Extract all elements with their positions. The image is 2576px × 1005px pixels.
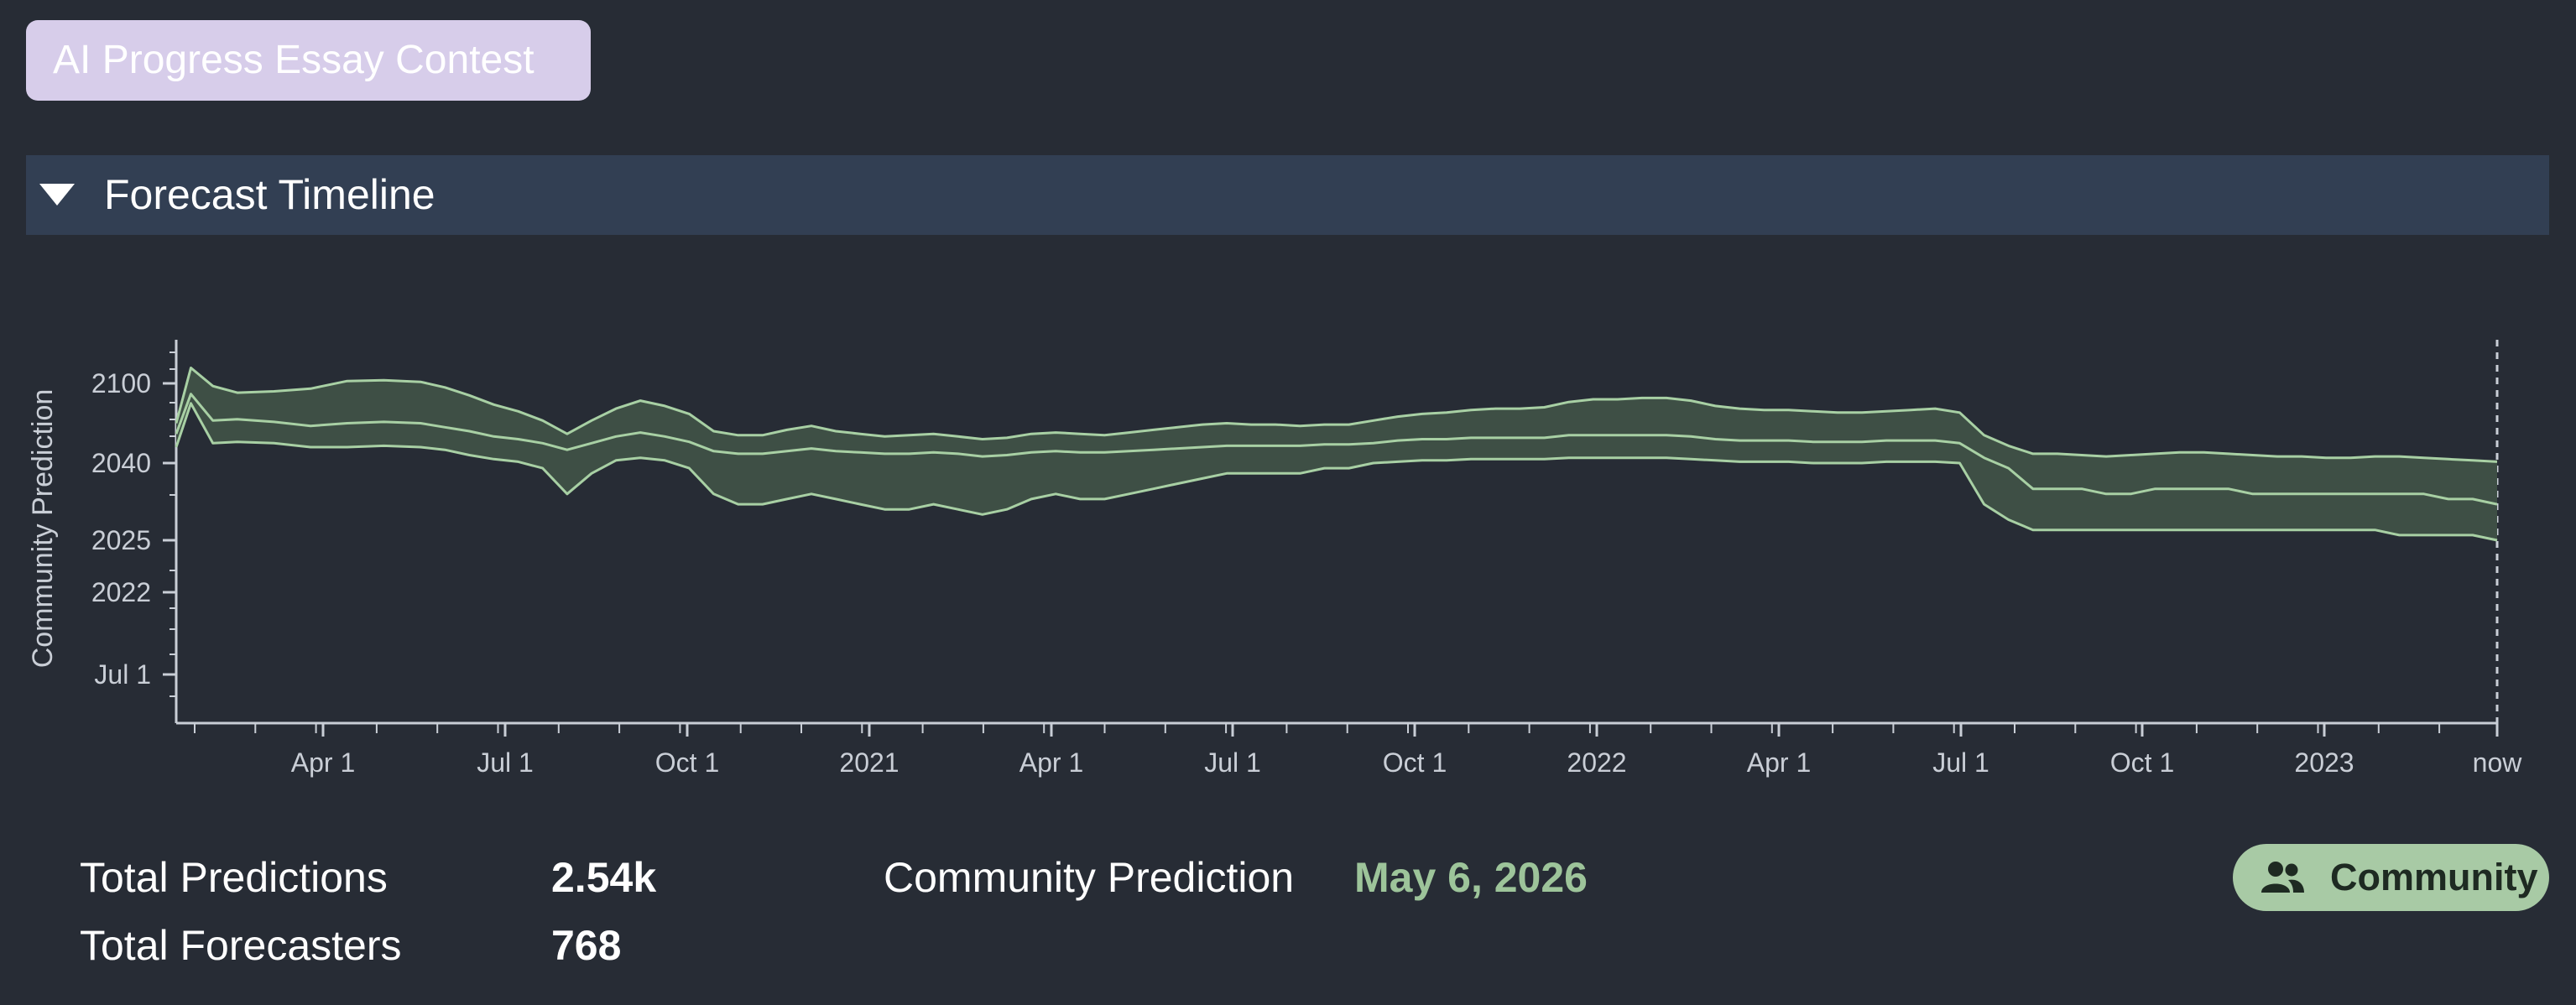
x-tick-label: Apr 1 bbox=[291, 747, 355, 778]
chart-band-layer bbox=[176, 367, 2497, 540]
y-tick-label: Jul 1 bbox=[94, 659, 151, 690]
chart-line-layer bbox=[175, 367, 2498, 542]
section-title: Forecast Timeline bbox=[104, 171, 435, 218]
community-prediction-label: Community Prediction bbox=[884, 854, 1295, 901]
x-tick-label: Jul 1 bbox=[477, 747, 534, 778]
y-axis-label: Community Prediction bbox=[27, 389, 59, 669]
series-line-median bbox=[175, 393, 2498, 506]
x-tick-label: Apr 1 bbox=[1747, 747, 1811, 778]
question-tag[interactable]: AI Progress Essay Contest bbox=[26, 20, 591, 101]
x-tick-label: now bbox=[2473, 747, 2523, 778]
y-tick-label: 2022 bbox=[91, 577, 151, 607]
total-forecasters-value: 768 bbox=[551, 922, 622, 969]
y-tick-label: 2100 bbox=[91, 368, 151, 398]
total-predictions-value: 2.54k bbox=[551, 854, 657, 901]
forecast-timeline-header[interactable]: Forecast Timeline bbox=[26, 155, 2549, 235]
community-button-label: Community bbox=[2330, 856, 2538, 898]
y-tick-label: 2025 bbox=[91, 525, 151, 555]
x-tick-label: 2021 bbox=[839, 747, 899, 778]
community-prediction-value: May 6, 2026 bbox=[1354, 854, 1588, 901]
x-tick-label: 2022 bbox=[1567, 747, 1626, 778]
community-button[interactable]: Community bbox=[2233, 844, 2549, 911]
triangle-down-icon bbox=[39, 184, 75, 206]
x-tick-label: Jul 1 bbox=[1204, 747, 1261, 778]
users-icon bbox=[2261, 862, 2304, 893]
x-tick-label: Jul 1 bbox=[1932, 747, 1989, 778]
series-line-upper bbox=[175, 367, 2498, 463]
x-tick-label: 2023 bbox=[2294, 747, 2354, 778]
x-tick-label: Apr 1 bbox=[1019, 747, 1083, 778]
forecast-timeline-chart[interactable]: 2100 2040 2025 2022 Jul 1 Apr 1 Jul 1 Oct 1 2021… bbox=[0, 319, 2576, 789]
total-forecasters-label: Total Forecasters bbox=[80, 922, 402, 969]
x-tick-label: Oct 1 bbox=[1383, 747, 1447, 778]
x-tick-label: Oct 1 bbox=[655, 747, 719, 778]
x-tick-label: Oct 1 bbox=[2110, 747, 2174, 778]
total-predictions-label: Total Predictions bbox=[80, 854, 388, 901]
y-tick-label: 2040 bbox=[91, 448, 151, 478]
series-line-lower bbox=[175, 402, 2498, 542]
prediction-band bbox=[176, 367, 2497, 540]
